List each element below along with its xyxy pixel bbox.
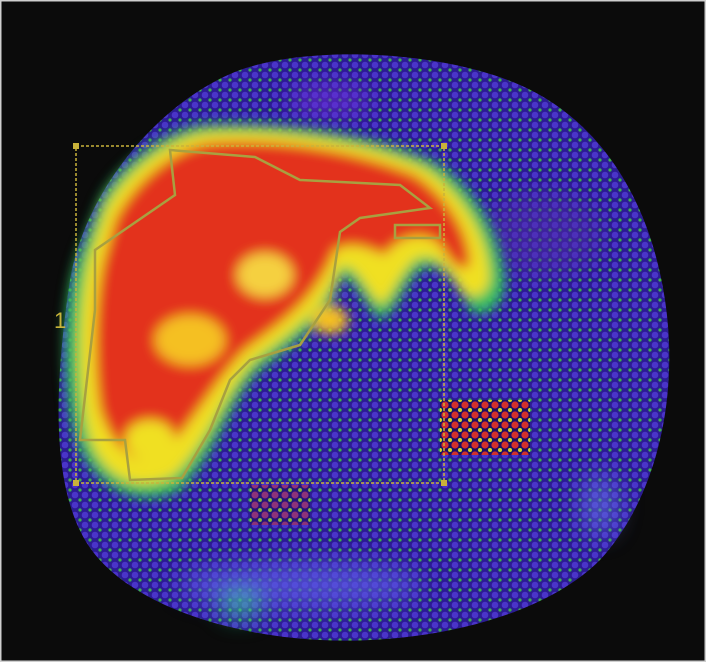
scattered-spots [250, 485, 310, 525]
selection-handle [73, 480, 79, 486]
secondary-hotspot [440, 400, 530, 455]
region-label: 1 [54, 308, 66, 333]
selection-handle [441, 143, 447, 149]
selection-handle [73, 143, 79, 149]
low-expression-patches [180, 86, 618, 617]
selection-box [75, 145, 445, 484]
expression-hotspot [65, 123, 505, 498]
annotation-outline [78, 148, 442, 482]
selection-handle [441, 480, 447, 486]
